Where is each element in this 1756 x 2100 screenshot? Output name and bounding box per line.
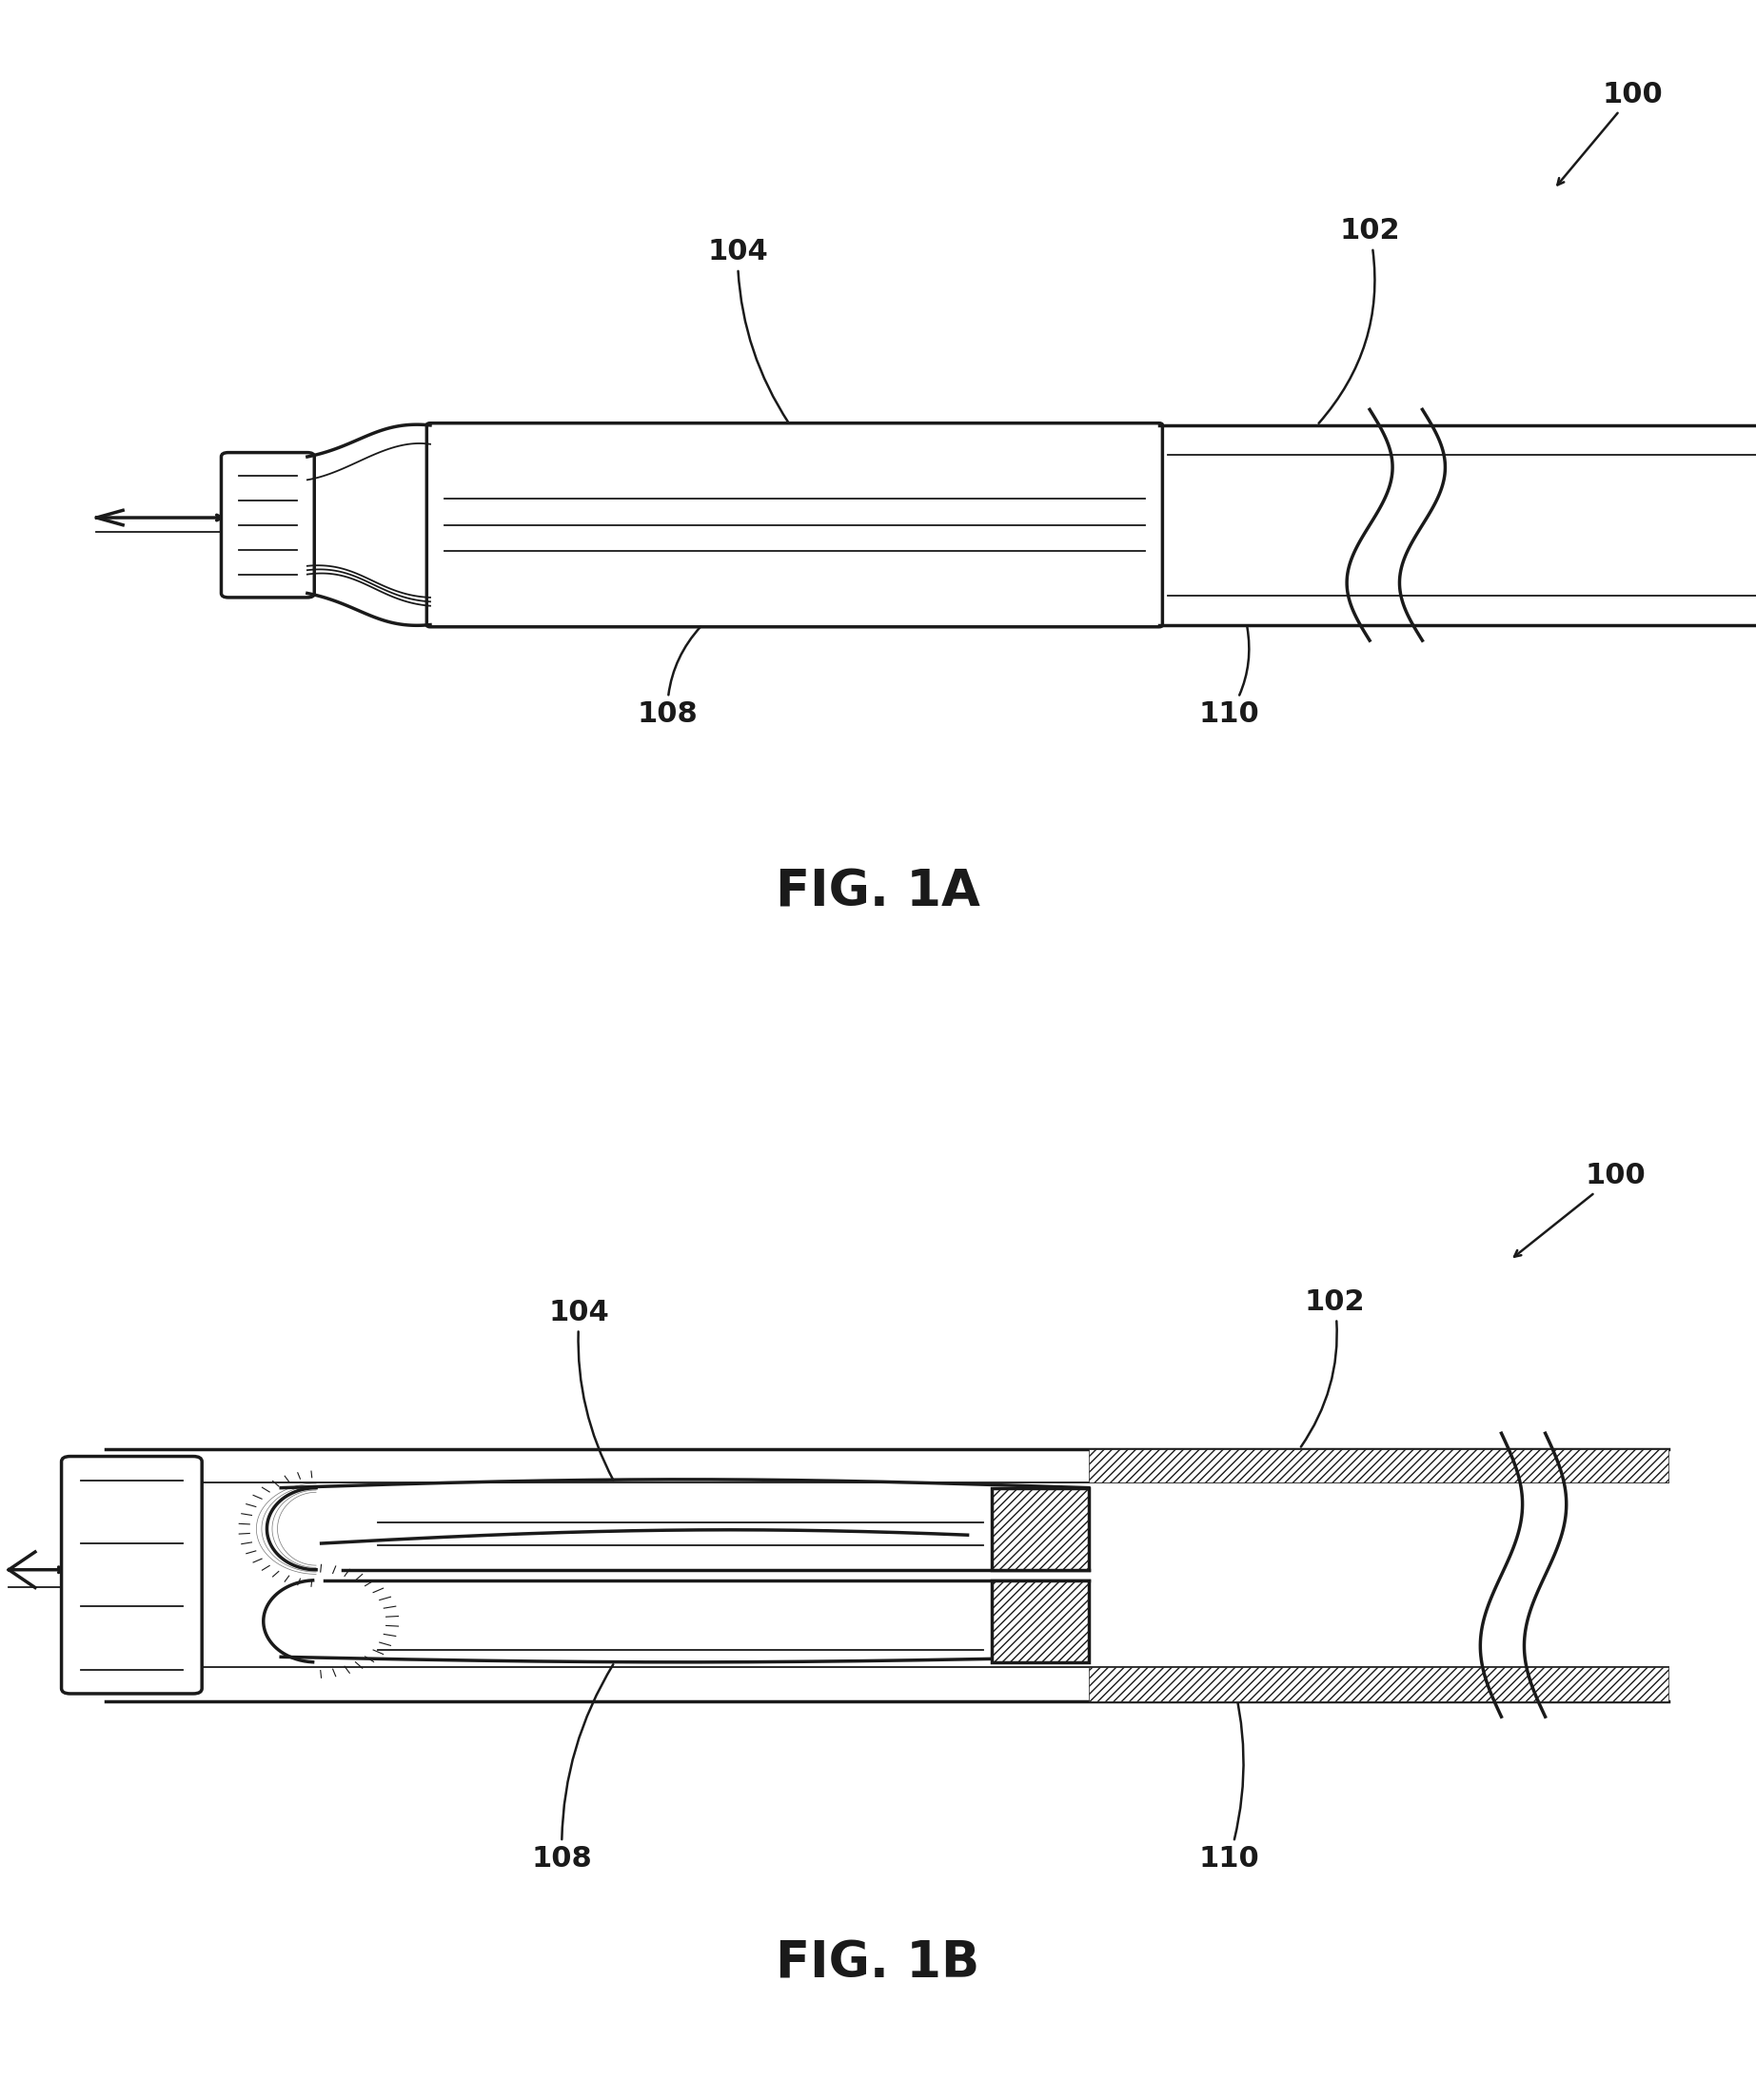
FancyBboxPatch shape [427,422,1162,626]
Bar [1089,1667,1668,1701]
Text: 102: 102 [1319,216,1400,424]
Text: FIG. 1B: FIG. 1B [776,1938,980,1989]
Bar [992,1487,1089,1571]
Text: 100: 100 [1514,1161,1645,1256]
FancyBboxPatch shape [61,1455,202,1693]
FancyBboxPatch shape [221,452,314,596]
Bar [1089,1449,1668,1483]
Bar [992,1579,1089,1663]
Text: 108: 108 [532,1665,613,1873]
Text: 100: 100 [1558,80,1663,185]
Text: 108: 108 [637,626,701,729]
Text: 110: 110 [1199,628,1259,729]
Text: 104: 104 [708,237,788,422]
Text: FIG. 1A: FIG. 1A [776,867,980,918]
Text: 104: 104 [550,1298,613,1480]
Text: 102: 102 [1301,1287,1364,1447]
Text: 110: 110 [1199,1670,1259,1873]
